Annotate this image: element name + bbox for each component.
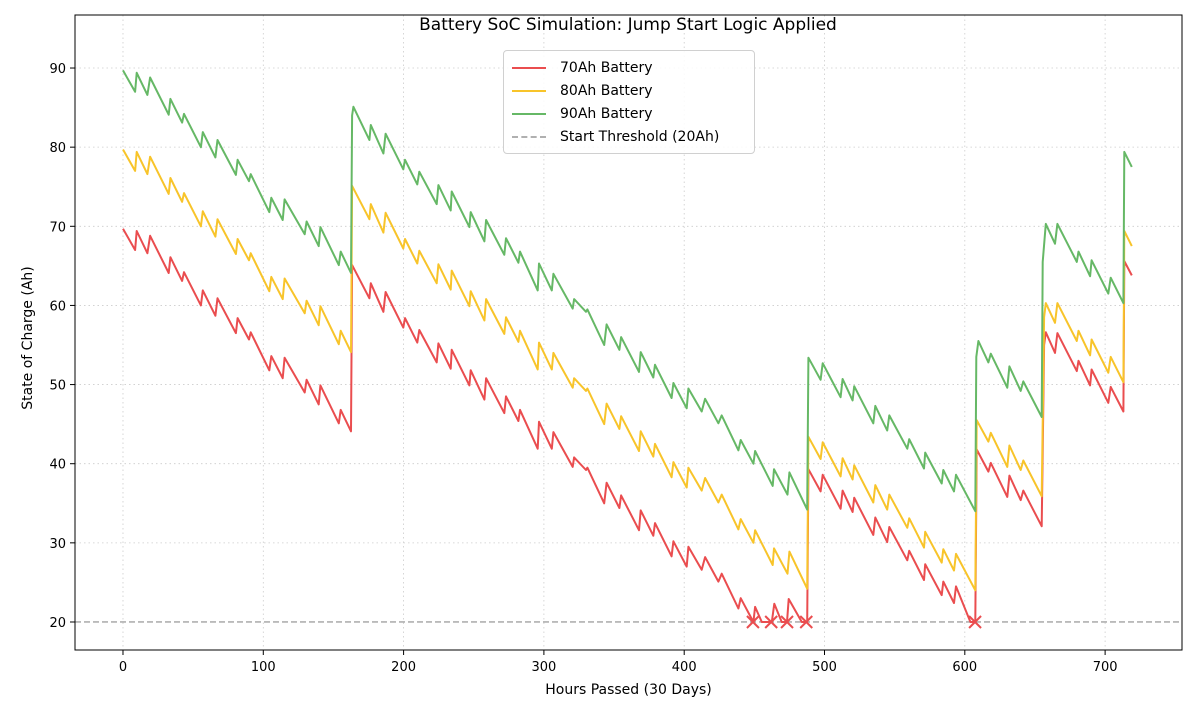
y-tick-label: 60 bbox=[49, 299, 66, 314]
marker-stroke bbox=[764, 615, 778, 629]
jump-start-marker bbox=[764, 615, 778, 629]
y-tick-label: 20 bbox=[49, 616, 66, 631]
legend-swatch-threshold bbox=[512, 136, 546, 138]
y-tick-label: 50 bbox=[49, 379, 66, 394]
y-tick-label: 40 bbox=[49, 458, 66, 473]
legend: 70Ah Battery 80Ah Battery 90Ah Battery S… bbox=[503, 50, 755, 154]
jump-start-marker bbox=[746, 615, 760, 629]
marker-stroke bbox=[780, 615, 794, 629]
x-tick-label: 100 bbox=[251, 660, 276, 675]
jump-start-marker bbox=[799, 615, 813, 629]
chart-title: Battery SoC Simulation: Jump Start Logic… bbox=[419, 15, 837, 35]
x-tick-label: 500 bbox=[812, 660, 837, 675]
x-tick-label: 400 bbox=[672, 660, 697, 675]
legend-label-70ah: 70Ah Battery bbox=[560, 60, 653, 76]
jump-start-marker bbox=[968, 615, 982, 629]
legend-swatch-70ah bbox=[512, 67, 546, 69]
x-tick-label: 600 bbox=[952, 660, 977, 675]
marker-stroke bbox=[799, 615, 813, 629]
marker-stroke bbox=[968, 615, 982, 629]
legend-swatch-80ah bbox=[512, 90, 546, 92]
y-tick-label: 90 bbox=[49, 62, 66, 77]
legend-label-90ah: 90Ah Battery bbox=[560, 106, 653, 122]
legend-item-70ah: 70Ah Battery bbox=[512, 57, 653, 79]
y-axis-label: State of Charge (Ah) bbox=[20, 266, 36, 410]
x-axis-label: Hours Passed (30 Days) bbox=[545, 682, 712, 698]
legend-item-threshold: Start Threshold (20Ah) bbox=[512, 126, 719, 148]
legend-item-80ah: 80Ah Battery bbox=[512, 80, 653, 102]
jump-start-marker bbox=[780, 615, 794, 629]
plot-frame bbox=[74, 14, 1183, 651]
series-line-90ah bbox=[122, 69, 1133, 513]
x-tick-label: 300 bbox=[531, 660, 556, 675]
x-tick-label: 700 bbox=[1093, 660, 1118, 675]
series-line-80ah bbox=[122, 149, 1133, 592]
legend-swatch-90ah bbox=[512, 113, 546, 115]
x-tick-label: 0 bbox=[119, 660, 127, 675]
legend-label-threshold: Start Threshold (20Ah) bbox=[560, 129, 720, 145]
x-tick-label: 200 bbox=[391, 660, 416, 675]
y-tick-label: 80 bbox=[49, 141, 66, 156]
legend-label-80ah: 80Ah Battery bbox=[560, 83, 653, 99]
y-tick-label: 30 bbox=[49, 537, 66, 552]
legend-item-90ah: 90Ah Battery bbox=[512, 103, 653, 125]
marker-stroke bbox=[746, 615, 760, 629]
y-tick-label: 70 bbox=[49, 220, 66, 235]
